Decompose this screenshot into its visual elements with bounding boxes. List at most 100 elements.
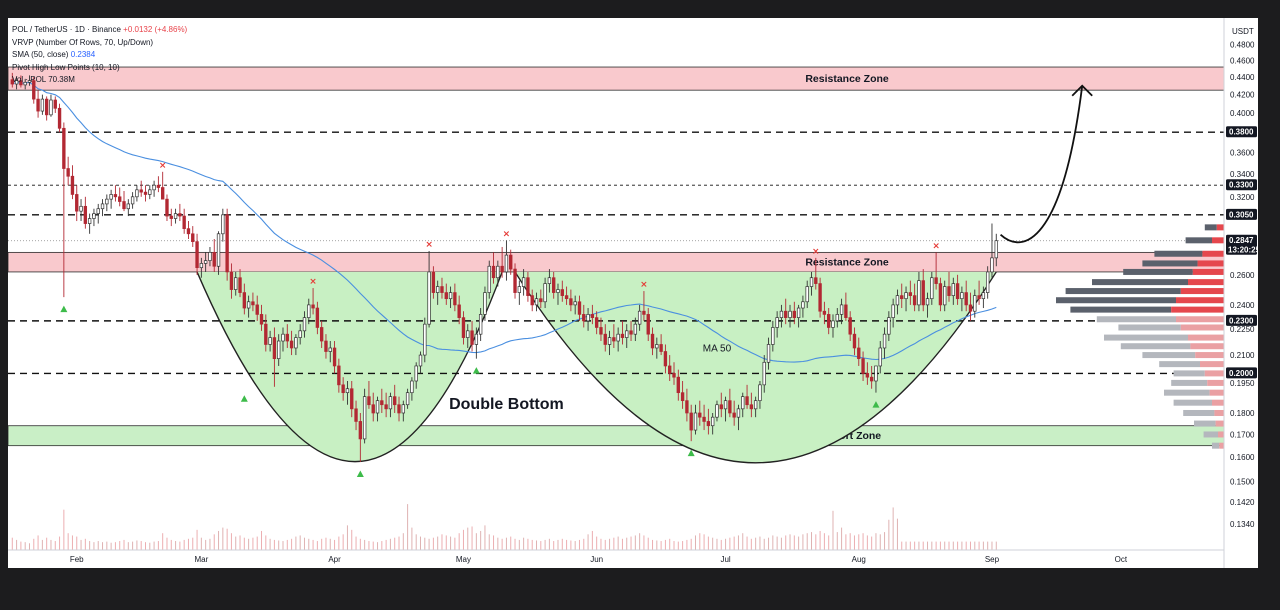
vrvp-row-down xyxy=(1180,324,1224,331)
candle-body xyxy=(470,330,474,345)
candle-body xyxy=(457,304,461,318)
volume-bar xyxy=(278,540,280,550)
volume-bar xyxy=(346,525,348,550)
volume-bar xyxy=(162,533,164,550)
candle-body xyxy=(646,314,650,335)
candle-body xyxy=(401,404,405,414)
candle-body xyxy=(702,416,706,422)
volume-bar xyxy=(918,541,920,550)
legend-sma-value: 0.2384 xyxy=(70,50,96,59)
vrvp-row-up xyxy=(1092,279,1188,286)
volume-bar xyxy=(712,537,714,550)
volume-bar xyxy=(351,529,353,550)
candle-body xyxy=(599,327,603,335)
volume-bar xyxy=(742,533,744,550)
legend-symbol-row[interactable]: POL / TetherUS · 1D · Binance +0.0132 (+… xyxy=(12,24,187,37)
last-price-tag xyxy=(1226,234,1257,255)
candle-body xyxy=(199,263,204,269)
volume-bar xyxy=(725,538,727,550)
volume-bar xyxy=(261,530,263,550)
candle-body xyxy=(539,298,543,303)
candle-body xyxy=(221,214,225,235)
pivot-high-marker: × xyxy=(812,247,820,257)
volume-bar xyxy=(995,541,997,550)
candle-body xyxy=(100,203,105,210)
candle-body xyxy=(487,265,491,293)
pivot-low-marker xyxy=(240,395,248,402)
candle-body xyxy=(139,189,143,193)
legend-pivot-row[interactable]: Pivot High Low Points (10, 10) xyxy=(12,62,187,75)
volume-bar xyxy=(729,537,731,550)
volume-bar xyxy=(879,534,881,550)
candle-body xyxy=(87,218,92,224)
candle-body xyxy=(36,98,40,112)
candle-body xyxy=(272,337,277,360)
candle-body xyxy=(208,252,212,261)
candle-body xyxy=(745,396,749,406)
legend-vrvp-row[interactable]: VRVP (Number Of Rows, 70, Up/Down) xyxy=(12,37,187,50)
volume-bar xyxy=(71,535,73,550)
volume-bar xyxy=(849,533,851,550)
volume-bar xyxy=(394,537,396,550)
legend-vol-label: Vol · POL xyxy=(12,75,46,84)
volume-bar xyxy=(364,539,366,550)
candle-body xyxy=(951,283,955,296)
candle-body xyxy=(478,314,483,335)
vrvp-row-down xyxy=(1216,224,1224,231)
candle-body xyxy=(435,286,440,293)
candle-body xyxy=(564,295,569,300)
volume-bar xyxy=(170,539,172,550)
vrvp-row-down xyxy=(1202,250,1224,257)
volume-bar xyxy=(909,541,911,550)
vrvp-row-down xyxy=(1190,343,1224,350)
price-tick-label: 0.4200 xyxy=(1230,91,1255,100)
volume-bar xyxy=(16,539,18,550)
volume-bar xyxy=(454,537,456,550)
chart-frame: Resistance Zone Resistance Zone Support Zo… xyxy=(8,18,1258,568)
volume-bar xyxy=(677,541,679,550)
volume-bar xyxy=(50,539,52,550)
volume-bar xyxy=(46,537,48,550)
volume-bar xyxy=(703,534,705,550)
volume-bar xyxy=(80,539,82,550)
candle-body xyxy=(483,292,487,315)
price-level-tag xyxy=(1226,126,1257,138)
candle-body xyxy=(307,304,311,318)
candle-body xyxy=(775,317,779,328)
vrvp-row-down xyxy=(1218,431,1224,438)
pivot-high-marker: × xyxy=(425,240,433,250)
vrvp-row-up xyxy=(1185,237,1212,244)
candle-body xyxy=(109,194,113,200)
candle-body xyxy=(461,317,466,338)
volume-bar xyxy=(540,541,542,550)
candle-body xyxy=(560,289,564,296)
legend-sma-row[interactable]: SMA (50, close) 0.2384 xyxy=(12,49,187,62)
candle-body xyxy=(603,333,607,345)
legend-vol-row[interactable]: Vol · POL 70.38M xyxy=(12,74,187,87)
candle-body xyxy=(526,277,530,296)
vrvp-row-up xyxy=(1142,352,1196,359)
candle-body xyxy=(195,241,199,269)
candle-body xyxy=(594,317,599,328)
vrvp-row-down xyxy=(1200,361,1224,368)
volume-bar xyxy=(179,541,181,550)
candle-body xyxy=(964,292,968,306)
volume-bar xyxy=(467,527,469,550)
candle-body xyxy=(234,277,238,290)
volume-bar xyxy=(505,537,507,550)
vrvp-row-down xyxy=(1176,297,1224,304)
volume-bar xyxy=(89,541,91,550)
candle-body xyxy=(354,408,358,422)
candle-body xyxy=(62,127,66,169)
volume-bar xyxy=(389,538,391,550)
volume-bar xyxy=(578,539,580,550)
volume-bar xyxy=(28,543,30,550)
pivot-low-marker xyxy=(356,470,364,477)
volume-bar xyxy=(974,541,976,550)
candle-body xyxy=(358,421,363,440)
vrvp-row-up xyxy=(1204,224,1217,231)
candle-body xyxy=(79,205,83,212)
volume-bar xyxy=(11,537,13,550)
candle-body xyxy=(732,412,736,418)
